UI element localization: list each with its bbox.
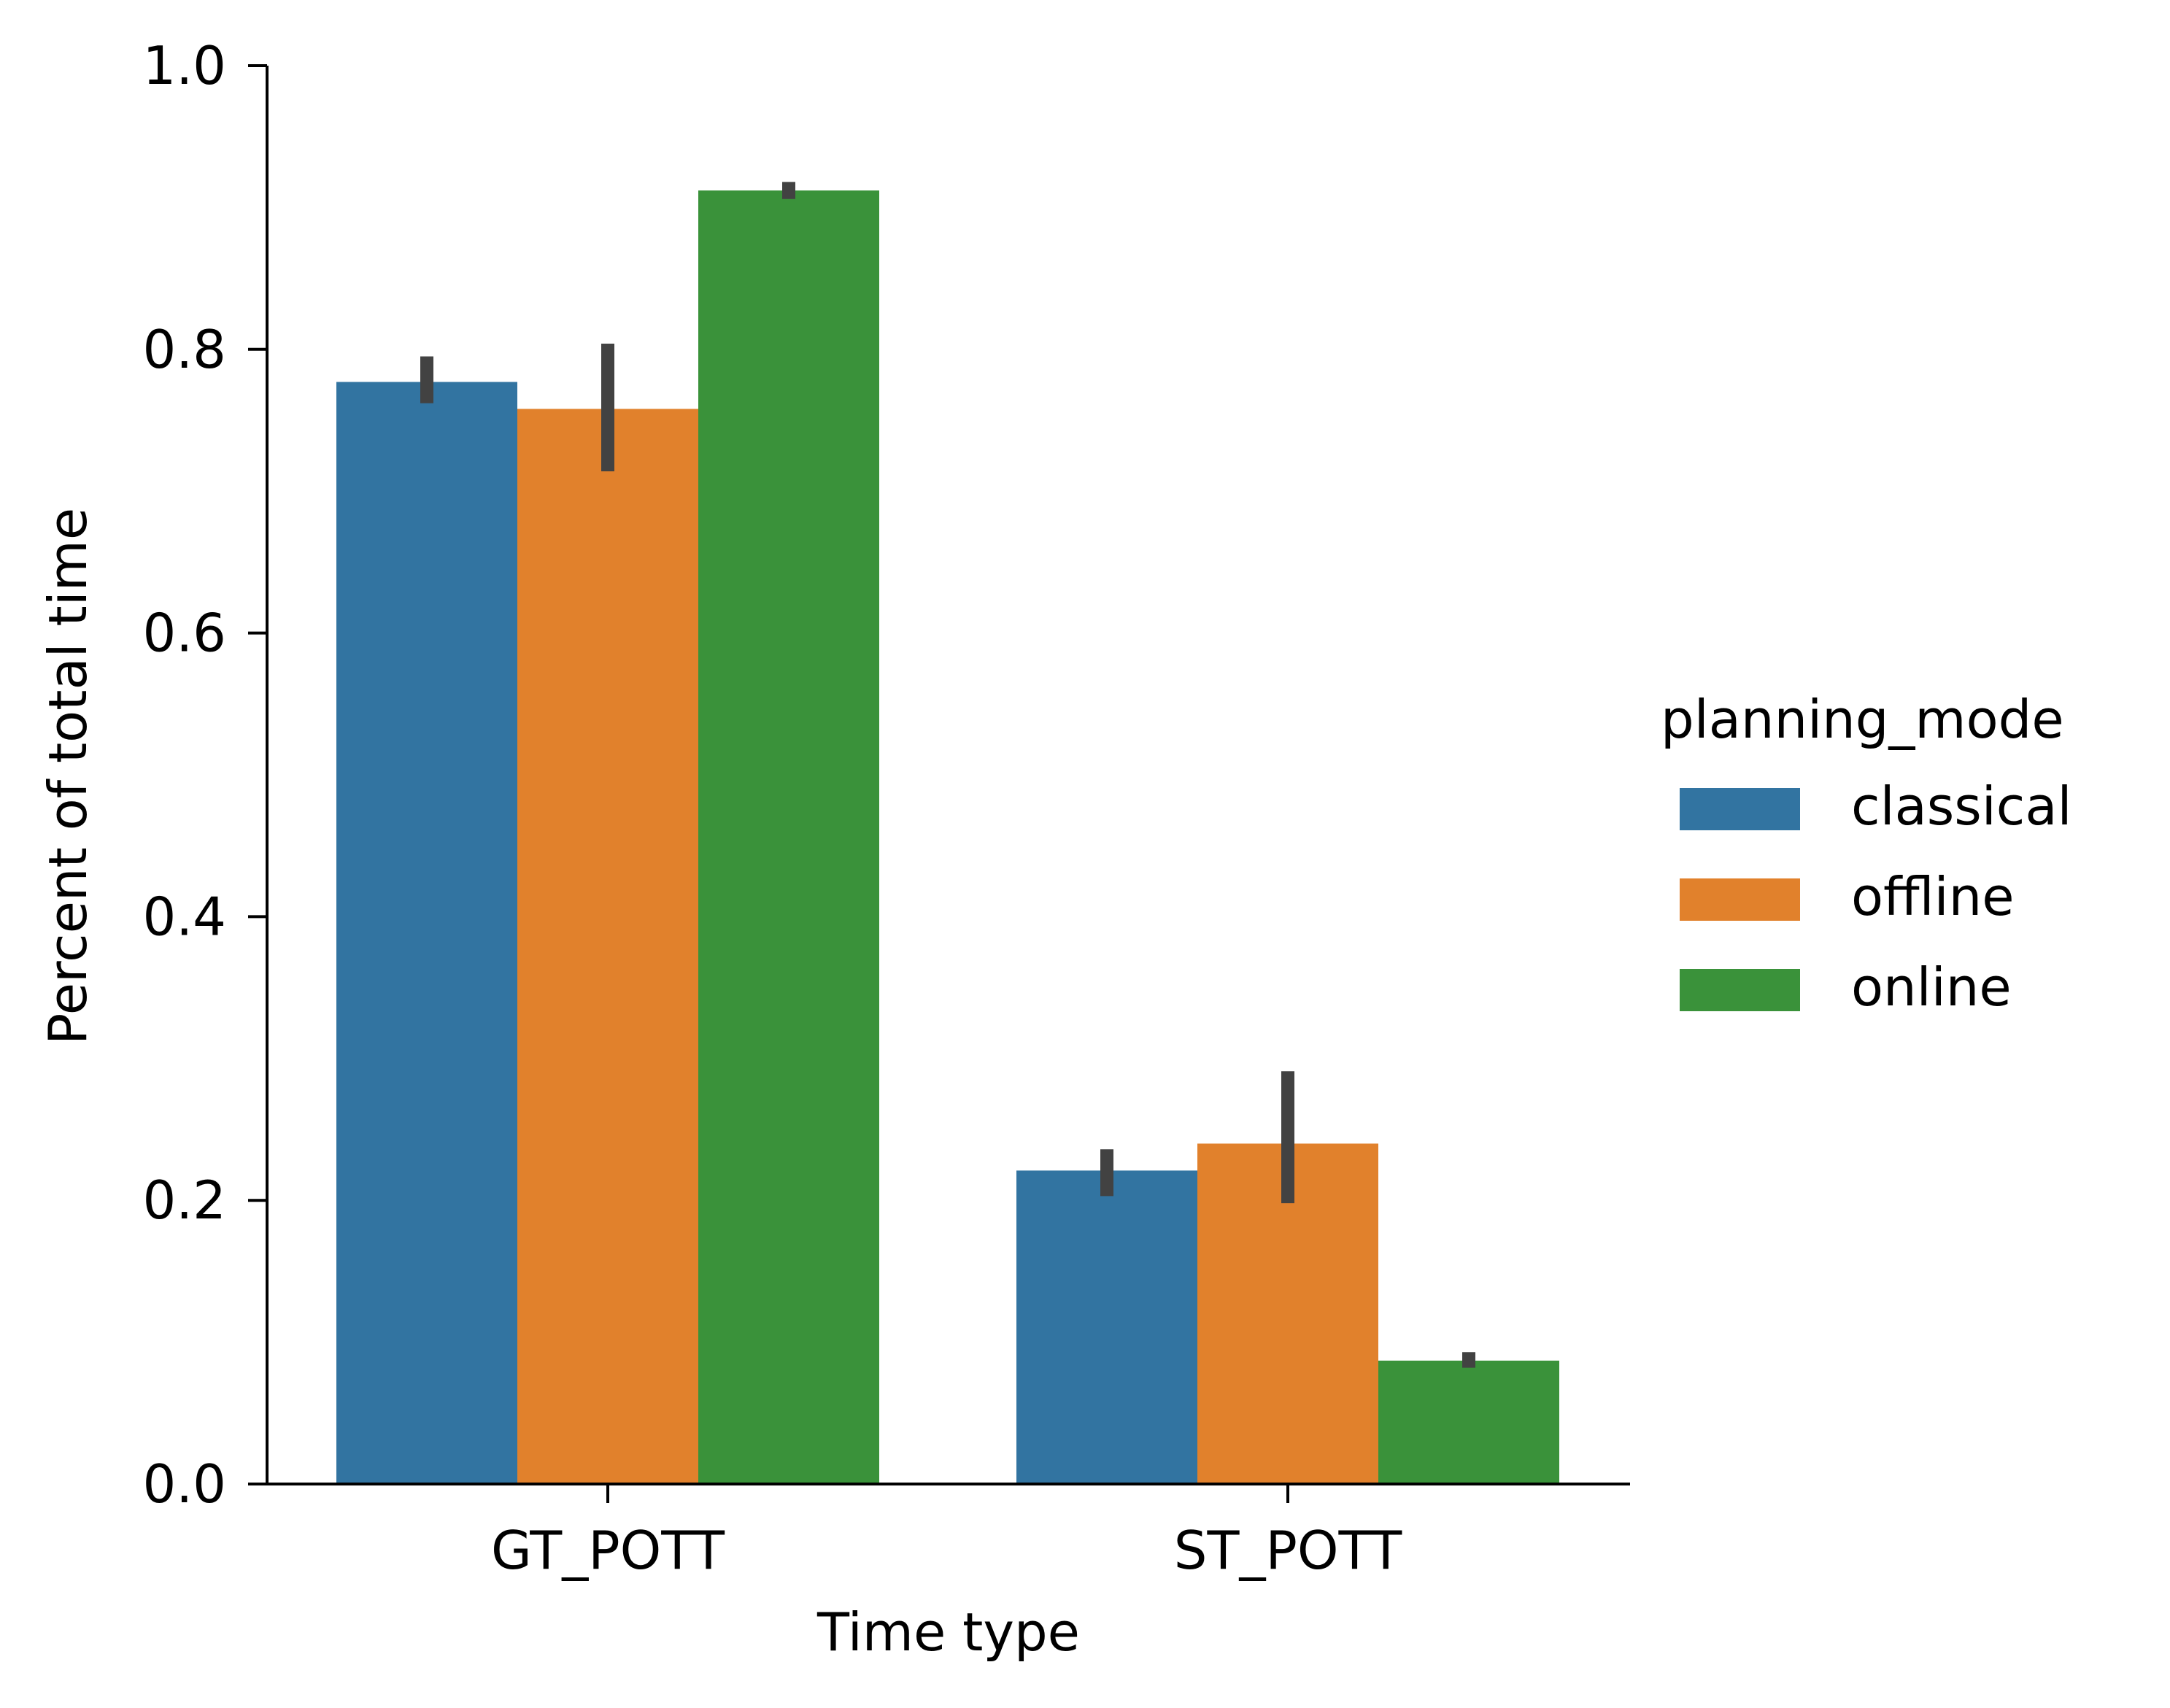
bar-classical-gt-pott — [336, 382, 517, 1485]
bar-online-st-pott — [1378, 1360, 1559, 1484]
errorbars-layer — [420, 182, 1475, 1368]
legend: planning_mode classical offline online — [1661, 689, 2071, 1018]
legend-label-classical: classical — [1851, 776, 2071, 837]
y-tick-label: 0.8 — [142, 319, 226, 380]
legend-swatch-classical — [1680, 788, 1800, 830]
bar-offline-gt-pott — [517, 409, 698, 1484]
y-ticks: 0.0 0.2 0.4 0.6 0.8 1.0 — [142, 35, 267, 1515]
bar-online-gt-pott — [698, 190, 879, 1484]
legend-label-offline: offline — [1851, 866, 2015, 927]
legend-label-online: online — [1851, 957, 2012, 1018]
y-axis-label: Percent of total time — [37, 508, 99, 1045]
legend-title: planning_mode — [1661, 689, 2064, 750]
y-tick-label: 0.6 — [142, 603, 226, 664]
legend-items: classical offline online — [1680, 776, 2071, 1018]
y-tick-label: 0.4 — [142, 886, 226, 947]
legend-swatch-online — [1680, 969, 1800, 1011]
legend-swatch-offline — [1680, 878, 1800, 921]
x-ticks: GT_POTT ST_POTT — [491, 1484, 1402, 1581]
y-tick-label: 1.0 — [142, 35, 226, 96]
x-tick-label: ST_POTT — [1174, 1520, 1402, 1581]
axes-layer — [266, 66, 1630, 1485]
y-tick-label: 0.2 — [142, 1170, 226, 1231]
x-tick-label: GT_POTT — [491, 1520, 725, 1581]
bar-classical-st-pott — [1016, 1170, 1197, 1484]
x-axis-label: Time type — [816, 1601, 1080, 1663]
bars-layer — [336, 190, 1559, 1485]
y-tick-label: 0.0 — [142, 1453, 226, 1515]
